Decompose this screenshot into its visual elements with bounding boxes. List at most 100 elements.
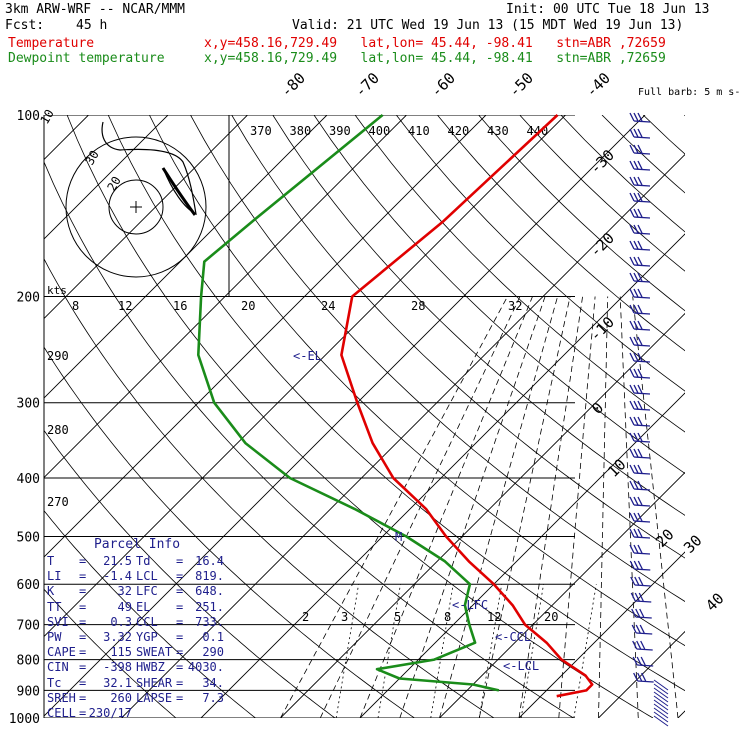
parcel-info-cell: =: [79, 660, 87, 675]
wind-barb-flag: [629, 512, 635, 522]
wind-barb-low: [653, 711, 669, 723]
moist-adiabat: [439, 296, 558, 718]
wind-barb-flag: [640, 640, 646, 650]
forecast-hour-label: Fcst:: [5, 18, 45, 33]
wind-barb-flag: [629, 464, 635, 474]
wind-barb-flag: [629, 112, 635, 122]
isotherm-line: [44, 115, 248, 320]
moist-adiabat: [319, 296, 521, 718]
parcel-info-cell: =: [176, 599, 184, 614]
isotherm-line: [439, 471, 685, 718]
wind-barb: [634, 568, 651, 571]
isotherm-line: [44, 115, 407, 479]
wind-barb-flag: [629, 560, 635, 570]
wind-barb-flag: [629, 272, 635, 282]
parcel-info-cell: CIN: [47, 660, 69, 675]
parcel-info-cell: =: [176, 629, 184, 644]
isotherm-line: [280, 312, 685, 718]
mixing-ratio-line: [377, 584, 401, 718]
lfc-level-label: <-LFC: [452, 598, 488, 612]
isotherm-line: [121, 153, 685, 718]
wind-barb-flag: [636, 640, 642, 650]
dry-adiabat: [395, 115, 685, 392]
wind-barb-low: [653, 703, 669, 715]
dry-adiabat: [44, 429, 336, 718]
parcel-info-cell: =: [176, 660, 184, 675]
parcel-info-cell: 251.: [195, 599, 224, 614]
wind-barb-flag: [633, 480, 639, 490]
wind-barb-flag: [629, 144, 635, 154]
parcel-info-cell: 230/17: [88, 705, 132, 720]
moist-adiabat: [478, 296, 571, 718]
dry-adiabat: [642, 115, 685, 155]
parcel-info-cell: 4030.: [187, 660, 224, 675]
parcel-info-cell: 290: [202, 645, 224, 660]
wind-barb-flag: [637, 240, 643, 250]
parcel-info-cell: SWEAT: [136, 645, 173, 660]
forecast-hour-value: 45 h: [76, 18, 108, 33]
model-title: 3km ARW-WRF -- NCAR/MMM: [5, 2, 186, 17]
lcl-level-label: <-LCL: [503, 659, 539, 673]
pressure-tick-label: 700: [17, 619, 40, 634]
dry-adiabat: [726, 115, 740, 718]
wind-barb-flag: [633, 560, 639, 570]
parcel-info-cell: 733.: [195, 614, 224, 629]
parcel-info-cell: =: [79, 569, 87, 584]
wind-barb-flag: [633, 384, 639, 394]
mixing-ratio-label: 2: [302, 610, 309, 624]
parcel-info-cell: =: [79, 554, 87, 568]
wind-barb: [633, 520, 651, 523]
isotherm-label: -30: [586, 146, 618, 178]
parcel-info-row: CAPE = 115 SWEAT = 290: [44, 645, 230, 660]
parcel-info-row: CELL = 230/17: [44, 706, 230, 721]
wind-barb-flag: [633, 192, 639, 202]
wind-barb: [633, 184, 651, 187]
dry-adiabat: [107, 115, 685, 692]
pressure-tick-label: 100: [17, 109, 40, 124]
wind-barb-flag: [637, 224, 643, 234]
parcel-info-cell: 260: [110, 690, 132, 705]
theta-label: 400: [369, 124, 391, 138]
mixing-ratio-label: 5: [394, 610, 401, 624]
wind-barb-flag: [633, 368, 639, 378]
wind-barb-flag: [633, 512, 639, 522]
wind-barb-flag: [639, 608, 645, 618]
parcel-info-cell: CCL: [136, 614, 158, 629]
dry-adiabat: [354, 115, 685, 433]
wind-barb-flag: [637, 560, 643, 570]
pressure-tick-label: 600: [17, 578, 40, 593]
wind-barb-flag: [637, 192, 643, 202]
parcel-info-cell: SREH: [47, 690, 76, 705]
wind-barb-low: [653, 687, 669, 699]
theta-side-label: 280: [47, 423, 69, 437]
dry-adiabat: [190, 115, 685, 602]
parcel-info-panel: Parcel Info T = 21.5 Td = 16.4 LI = -1.4 LCL = 819.…: [44, 537, 230, 732]
parcel-info-cell: HWBZ: [136, 660, 165, 675]
wind-barb: [633, 392, 651, 395]
wind-barb-flag: [633, 320, 639, 330]
wind-barb-flag: [629, 528, 635, 538]
wind-barb-flag: [629, 432, 635, 442]
theta-label: 380: [290, 124, 312, 138]
moist-adiabat: [558, 296, 596, 718]
parcel-info-cell: =: [176, 554, 184, 568]
parcel-info-cell: 34.: [202, 675, 224, 690]
wind-barb-flag: [633, 208, 639, 218]
isotherm-line: [0, 115, 9, 718]
parcel-info-cell: =: [79, 599, 87, 614]
mixing-ratio-line: [520, 584, 544, 718]
wind-barb-flag: [629, 384, 635, 394]
moist-adiabat: [399, 296, 546, 718]
wind-barb-flag: [637, 448, 643, 458]
wind-barb-flag: [637, 272, 643, 282]
hodograph-ring: [108, 179, 164, 235]
wind-barb-flag: [637, 144, 643, 154]
wind-barb: [633, 552, 651, 555]
wind-barb-flag: [629, 448, 635, 458]
pressure-tick-label: 800: [17, 654, 40, 669]
theta-label: 420: [448, 124, 470, 138]
parcel-info-cell: LAPSE: [136, 690, 173, 705]
wind-barb-flag: [633, 528, 639, 538]
wind-barb: [633, 408, 651, 411]
